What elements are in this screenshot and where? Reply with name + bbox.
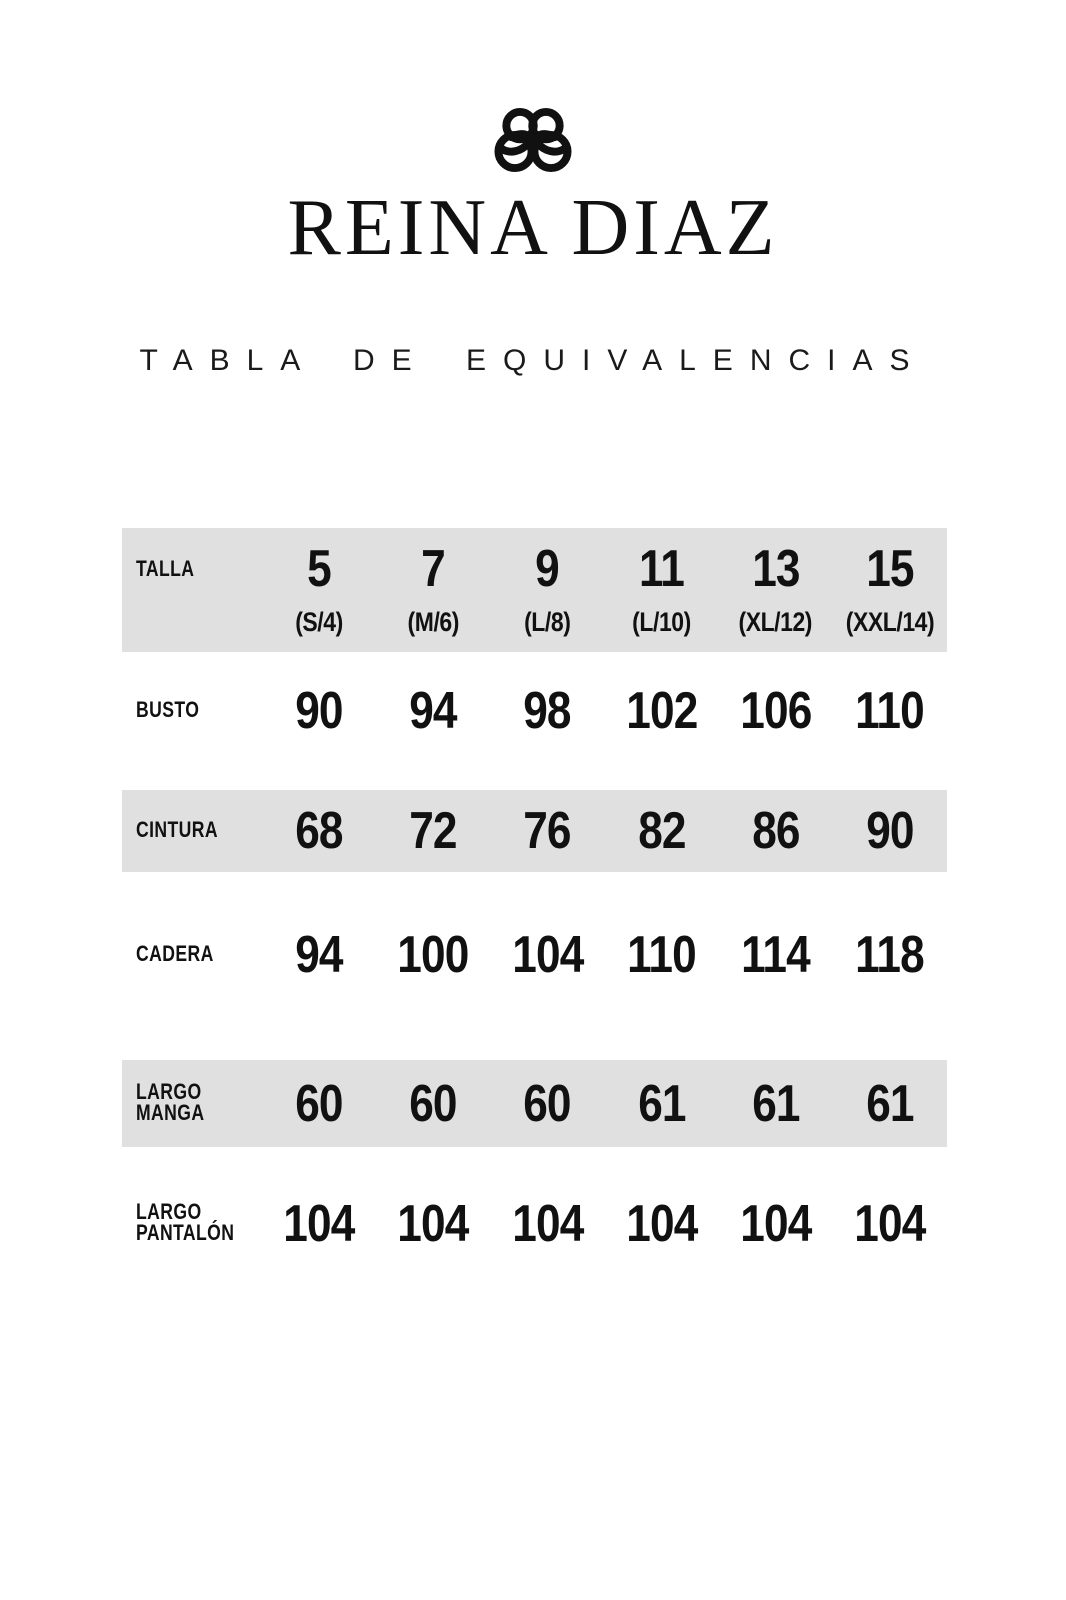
measurement-value: 104 (511, 1194, 584, 1253)
measurement-value: 90 (295, 682, 343, 740)
size-value: 9 (535, 540, 561, 598)
row-label: LARGO MANGA (136, 1079, 205, 1125)
header-label: TALLA (136, 555, 195, 581)
row-label: CADERA (136, 941, 214, 966)
measurement-value: 100 (397, 926, 470, 984)
measurement-value: 82 (637, 802, 686, 860)
measurement-value: 110 (855, 682, 926, 740)
measurement-value: 98 (523, 682, 572, 740)
page-title: TABLA DE EQUIVALENCIAS (139, 344, 927, 377)
size-column: 7 (M/6) (376, 538, 490, 644)
measurement-value: 104 (283, 1194, 355, 1253)
measurement-value: 94 (409, 682, 458, 740)
measurement-value: 104 (625, 1194, 698, 1253)
size-equivalent: (L/10) (632, 606, 691, 637)
size-equivalent: (M/6) (407, 606, 460, 637)
size-equivalence-table: TALLA 5 (S/4) 7 (M/6) 9 (L/8) 11 (L/10) … (122, 528, 947, 1300)
brand-logo (0, 104, 1066, 178)
measurement-value: 104 (397, 1194, 470, 1253)
measurement-value: 104 (511, 926, 584, 984)
measurement-value: 72 (409, 802, 458, 860)
measurement-value: 94 (295, 926, 343, 984)
measurement-value: 104 (854, 1194, 926, 1253)
brand-name: REINA DIAZ (287, 184, 779, 272)
size-equivalent: (L/8) (524, 606, 571, 637)
size-value: 13 (752, 540, 800, 598)
measurement-value: 61 (637, 1074, 686, 1133)
size-equivalent: (XL/12) (738, 606, 813, 637)
measurement-value: 114 (741, 926, 811, 984)
table-row-cintura: CINTURA 68 72 76 82 86 90 (122, 790, 947, 872)
table-header-row: TALLA 5 (S/4) 7 (M/6) 9 (L/8) 11 (L/10) … (122, 528, 947, 652)
size-equivalent: (XXL/14) (845, 606, 935, 637)
measurement-value: 61 (752, 1074, 800, 1133)
header-label-cell: TALLA (122, 538, 262, 600)
size-value: 5 (307, 540, 332, 598)
measurement-value: 110 (627, 926, 697, 984)
measurement-value: 86 (752, 802, 800, 860)
size-column: 11 (L/10) (604, 538, 718, 644)
size-column: 13 (XL/12) (719, 538, 833, 644)
measurement-value: 60 (409, 1074, 458, 1133)
size-column: 5 (S/4) (262, 538, 376, 644)
measurement-value: 102 (625, 682, 698, 740)
measurement-value: 104 (740, 1194, 812, 1253)
row-label: CINTURA (136, 817, 218, 842)
measurement-value: 76 (523, 802, 572, 860)
size-column: 9 (L/8) (490, 538, 604, 644)
measurement-value: 68 (295, 802, 343, 860)
measurement-value: 90 (866, 802, 914, 860)
brand-header: REINA DIAZ (0, 0, 1066, 268)
table-row-cadera: CADERA 94 100 104 110 114 118 (122, 872, 947, 1060)
size-equivalent: (S/4) (295, 606, 343, 637)
measurement-value: 60 (523, 1074, 572, 1133)
row-label: BUSTO (136, 697, 200, 722)
measurement-value: 118 (855, 926, 926, 984)
size-value: 7 (421, 540, 446, 598)
measurement-value: 61 (866, 1074, 914, 1133)
table-row-largo-manga: LARGO MANGA 60 60 60 61 61 61 (122, 1060, 947, 1147)
measurement-value: 60 (295, 1074, 343, 1133)
size-value: 11 (639, 540, 685, 598)
row-label: LARGO PANTALÓN (136, 1199, 235, 1245)
measurement-value: 106 (740, 682, 812, 740)
table-row-busto: BUSTO 90 94 98 102 106 110 (122, 652, 947, 790)
interlocking-knot-icon (494, 107, 572, 173)
table-row-largo-pantalon: LARGO PANTALÓN 104 104 104 104 104 104 (122, 1147, 947, 1300)
size-column: 15 (XXL/14) (833, 538, 947, 644)
size-value: 15 (866, 540, 914, 598)
